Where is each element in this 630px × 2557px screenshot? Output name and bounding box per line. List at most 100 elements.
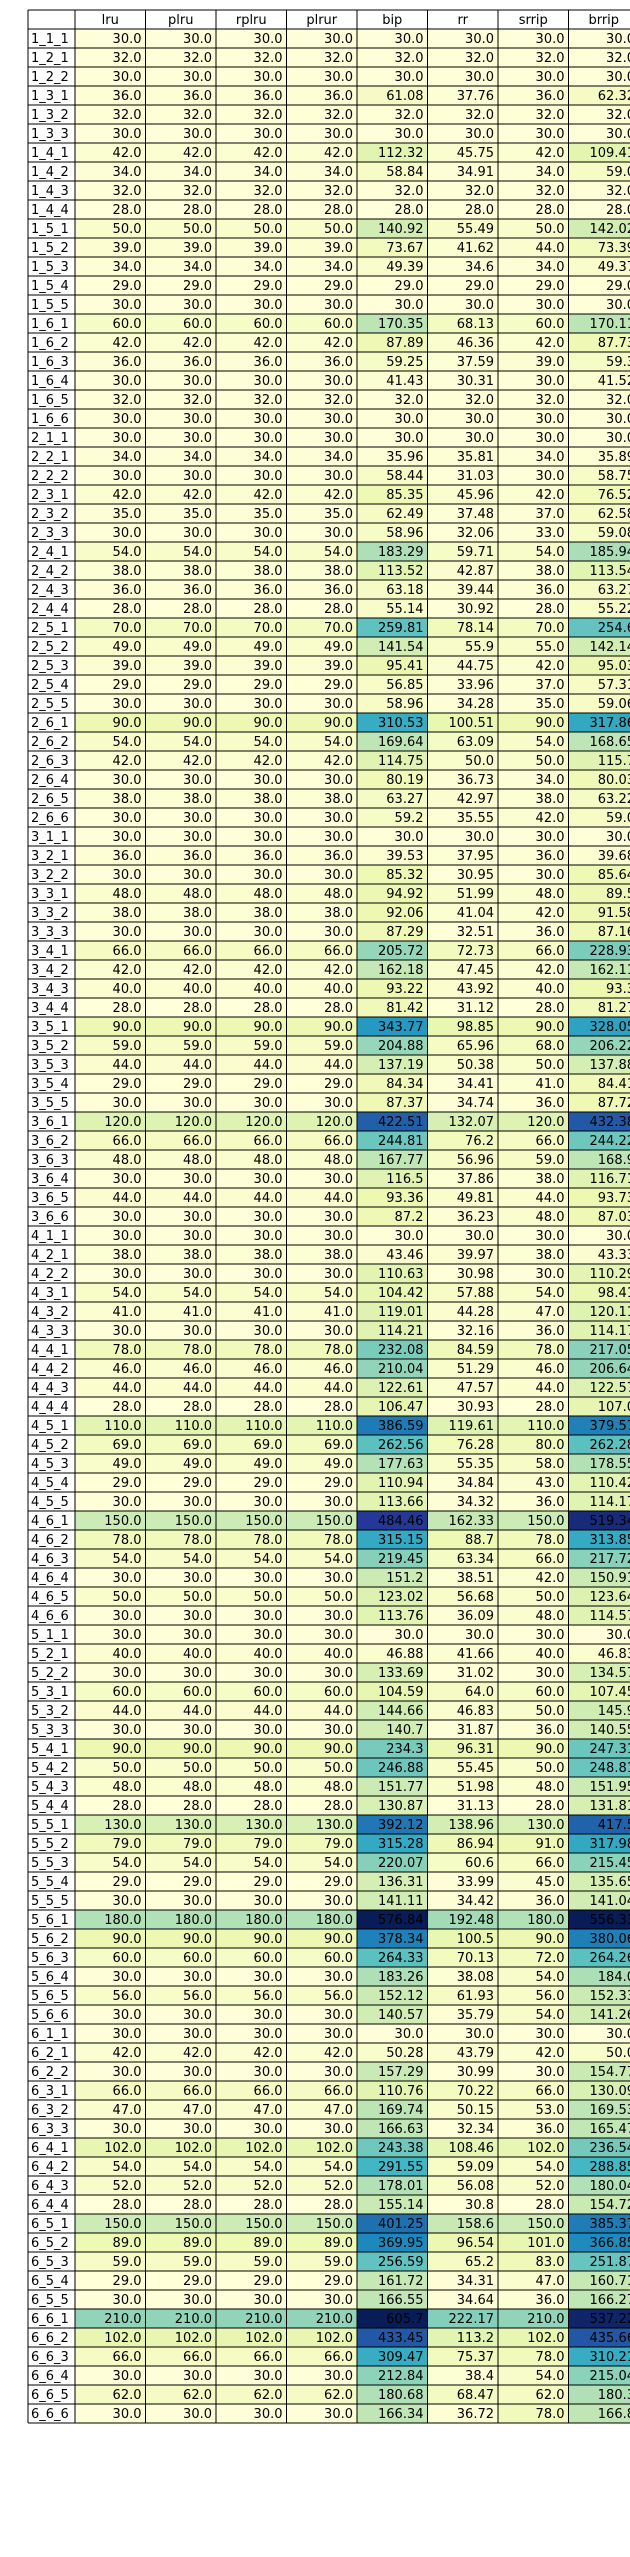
cell-value: 291.55 [378, 2160, 424, 2175]
cell-value: 35.89 [598, 450, 630, 465]
cell-value: 95.03 [598, 659, 630, 674]
cell-value: 59.0 [183, 1039, 212, 1054]
cell-value: 55.14 [386, 602, 423, 617]
cell-value: 30.0 [113, 697, 142, 712]
cell-value: 54.0 [254, 545, 283, 560]
cell-value: 30.92 [457, 602, 494, 617]
heatmap-cell [216, 1910, 287, 1929]
row-label-cell [28, 2176, 75, 2195]
heatmap-cell [286, 1264, 357, 1283]
heatmap-cell [75, 2195, 146, 2214]
heatmap-cell [286, 2233, 357, 2252]
heatmap-cell [498, 1568, 569, 1587]
row-label: 6_5_2 [31, 2236, 69, 2251]
row-label-cell [28, 2195, 75, 2214]
heatmap-cell [498, 238, 569, 257]
cell-value: 30.0 [254, 830, 283, 845]
cell-value: 39.68 [598, 849, 630, 864]
heatmap-cell [75, 238, 146, 257]
cell-value: 30.0 [113, 2293, 142, 2308]
cell-value: 112.32 [378, 146, 424, 161]
cell-value: 44.75 [457, 659, 494, 674]
cell-value: 30.0 [254, 2027, 283, 2042]
cell-value: 73.39 [598, 241, 630, 256]
cell-value: 30.0 [113, 1723, 142, 1738]
cell-value: 180.3 [598, 2388, 630, 2403]
heatmap-cell [216, 219, 287, 238]
heatmap-cell [427, 1207, 498, 1226]
cell-value: 60.6 [465, 1856, 494, 1871]
heatmap-cell [216, 2157, 287, 2176]
heatmap-cell [145, 1967, 216, 1986]
heatmap-cell [427, 1359, 498, 1378]
heatmap-cell [568, 1226, 630, 1245]
cell-value: 137.19 [378, 1058, 424, 1073]
heatmap-cell [286, 941, 357, 960]
heatmap-cell [427, 1777, 498, 1796]
heatmap-cell [216, 1511, 287, 1530]
cell-value: 30.0 [113, 526, 142, 541]
heatmap-cell [216, 884, 287, 903]
cell-value: 29.0 [254, 1476, 283, 1491]
heatmap-cell [75, 1188, 146, 1207]
cell-value: 51.98 [457, 1780, 494, 1795]
row-label: 6_4_3 [31, 2179, 69, 2194]
row-label-cell [28, 1682, 75, 1701]
cell-value: 59.0 [606, 811, 630, 826]
heatmap-cell [286, 371, 357, 390]
row-label: 3_3_3 [31, 925, 69, 940]
heatmap-cell [498, 67, 569, 86]
heatmap-cell [286, 903, 357, 922]
row-label: 4_4_4 [31, 1400, 69, 1415]
cell-value: 54.0 [183, 2160, 212, 2175]
cell-value: 66.0 [113, 2084, 142, 2099]
cell-value: 42.0 [324, 146, 353, 161]
cell-value: 61.93 [457, 1989, 494, 2004]
heatmap-cell [427, 903, 498, 922]
heatmap-cell [357, 751, 428, 770]
heatmap-cell [145, 143, 216, 162]
cell-value: 102.0 [527, 2141, 564, 2156]
heatmap-cell [357, 846, 428, 865]
cell-value: 44.0 [183, 1058, 212, 1073]
heatmap-cell [427, 523, 498, 542]
cell-value: 54.0 [113, 1856, 142, 1871]
cell-value: 251.87 [590, 2255, 630, 2270]
cell-value: 36.0 [254, 583, 283, 598]
heatmap-cell [216, 770, 287, 789]
heatmap-cell [75, 2404, 146, 2423]
heatmap-cell [427, 2347, 498, 2366]
heatmap-cell [568, 1682, 630, 1701]
row-label-cell [28, 1435, 75, 1454]
cell-value: 54.0 [536, 2008, 565, 2023]
cell-value: 142.02 [590, 222, 630, 237]
heatmap-cell [286, 2043, 357, 2062]
heatmap-cell [568, 618, 630, 637]
cell-value: 50.0 [113, 1761, 142, 1776]
cell-value: 34.0 [254, 165, 283, 180]
heatmap-cell [75, 732, 146, 751]
heatmap-cell [145, 1948, 216, 1967]
cell-value: 34.41 [457, 1077, 494, 1092]
heatmap-cell [216, 1378, 287, 1397]
heatmap-cell [145, 1492, 216, 1511]
row-label: 3_6_6 [31, 1210, 69, 1225]
cell-value: 30.0 [183, 127, 212, 142]
cell-value: 32.0 [395, 51, 424, 66]
row-label-cell [28, 2119, 75, 2138]
heatmap-cell [286, 466, 357, 485]
cell-value: 328.05 [590, 1020, 630, 1035]
heatmap-cell [75, 1568, 146, 1587]
heatmap-cell [427, 1511, 498, 1530]
cell-value: 116.71 [590, 1172, 630, 1187]
heatmap-cell [498, 1625, 569, 1644]
heatmap-cell [357, 1359, 428, 1378]
row-label: 1_2_2 [31, 70, 69, 85]
cell-value: 42.0 [183, 963, 212, 978]
heatmap-cell [427, 770, 498, 789]
cell-value: 96.54 [457, 2236, 494, 2251]
cell-value: 58.0 [536, 1457, 565, 1472]
cell-value: 36.0 [536, 1495, 565, 1510]
heatmap-cell [498, 523, 569, 542]
row-label-cell [28, 2062, 75, 2081]
